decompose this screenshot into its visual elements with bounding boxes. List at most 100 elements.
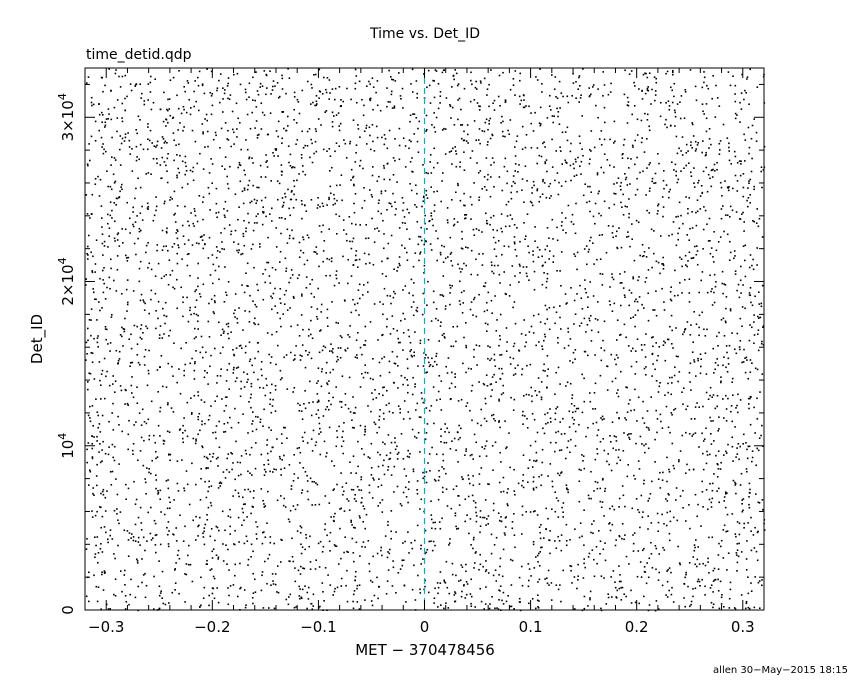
data-point bbox=[285, 354, 288, 356]
data-point bbox=[225, 380, 228, 382]
data-point bbox=[157, 300, 160, 303]
data-point bbox=[690, 141, 692, 143]
data-point bbox=[202, 218, 204, 221]
data-point bbox=[354, 161, 357, 163]
data-point bbox=[281, 217, 283, 219]
data-point bbox=[89, 159, 91, 162]
data-point bbox=[178, 143, 180, 146]
data-point bbox=[611, 232, 614, 234]
data-point bbox=[106, 328, 108, 331]
data-point bbox=[739, 121, 741, 123]
data-point bbox=[533, 418, 536, 421]
data-point bbox=[598, 138, 601, 140]
data-point bbox=[264, 196, 267, 199]
data-point bbox=[252, 76, 254, 79]
data-point bbox=[718, 331, 720, 334]
data-point bbox=[120, 186, 122, 188]
data-point bbox=[720, 319, 723, 321]
data-point bbox=[244, 351, 247, 354]
data-point bbox=[571, 416, 574, 419]
data-point bbox=[573, 299, 576, 302]
data-point bbox=[347, 334, 349, 336]
data-point bbox=[328, 408, 330, 411]
data-point bbox=[303, 431, 306, 434]
data-point bbox=[576, 268, 578, 271]
data-point bbox=[288, 281, 290, 284]
data-point bbox=[453, 437, 456, 440]
data-point bbox=[433, 96, 436, 99]
data-point bbox=[202, 536, 205, 538]
data-point bbox=[557, 516, 560, 518]
data-point bbox=[471, 384, 474, 387]
data-point bbox=[744, 244, 747, 247]
data-point bbox=[607, 453, 609, 455]
data-point bbox=[435, 230, 437, 232]
data-point bbox=[188, 224, 190, 227]
data-point bbox=[727, 71, 730, 73]
data-point bbox=[237, 595, 239, 598]
data-point bbox=[337, 112, 340, 114]
data-point bbox=[210, 298, 213, 301]
data-point bbox=[446, 372, 449, 374]
data-point bbox=[211, 254, 214, 256]
data-point bbox=[218, 420, 220, 423]
data-point bbox=[641, 244, 644, 246]
data-point bbox=[668, 468, 670, 471]
data-point bbox=[512, 357, 515, 360]
data-point bbox=[468, 532, 470, 535]
data-point bbox=[215, 256, 218, 259]
data-point bbox=[201, 84, 204, 87]
data-point bbox=[469, 100, 472, 103]
data-point bbox=[414, 383, 416, 385]
data-point bbox=[748, 180, 750, 182]
data-point bbox=[758, 580, 761, 582]
data-point bbox=[193, 394, 196, 397]
data-point bbox=[147, 372, 150, 375]
data-point bbox=[232, 584, 235, 586]
data-point bbox=[209, 460, 212, 463]
data-point bbox=[494, 295, 496, 297]
data-point bbox=[664, 394, 666, 396]
data-point bbox=[514, 94, 516, 96]
data-point bbox=[126, 279, 129, 281]
data-point bbox=[551, 480, 554, 483]
data-point bbox=[670, 299, 673, 302]
data-point bbox=[734, 481, 736, 484]
data-point bbox=[479, 170, 482, 172]
data-point bbox=[128, 419, 130, 422]
data-point bbox=[194, 306, 197, 308]
data-point bbox=[389, 452, 392, 454]
data-point bbox=[448, 544, 450, 546]
data-point bbox=[306, 607, 308, 610]
data-point bbox=[500, 520, 503, 523]
data-point bbox=[550, 195, 552, 197]
data-point bbox=[397, 341, 400, 344]
data-point bbox=[208, 594, 210, 597]
data-point bbox=[739, 174, 742, 177]
data-point bbox=[239, 180, 242, 183]
data-point bbox=[354, 412, 356, 414]
data-point bbox=[481, 188, 483, 190]
data-point bbox=[732, 394, 734, 396]
data-point bbox=[329, 531, 332, 534]
data-point bbox=[244, 503, 246, 505]
data-point bbox=[631, 113, 633, 116]
data-point bbox=[334, 87, 337, 90]
data-point bbox=[620, 246, 623, 249]
data-point bbox=[450, 382, 453, 385]
data-point bbox=[740, 160, 742, 162]
data-point bbox=[690, 603, 692, 606]
data-point bbox=[145, 251, 147, 254]
data-point bbox=[275, 227, 277, 229]
data-point bbox=[212, 311, 215, 313]
data-point bbox=[241, 252, 244, 255]
data-point bbox=[734, 273, 737, 275]
data-point bbox=[659, 471, 661, 474]
data-point bbox=[378, 586, 380, 588]
data-point bbox=[627, 104, 630, 107]
data-point bbox=[469, 409, 471, 412]
data-point bbox=[206, 372, 208, 374]
data-point bbox=[579, 522, 582, 524]
data-point bbox=[324, 346, 327, 349]
data-point bbox=[286, 309, 289, 311]
